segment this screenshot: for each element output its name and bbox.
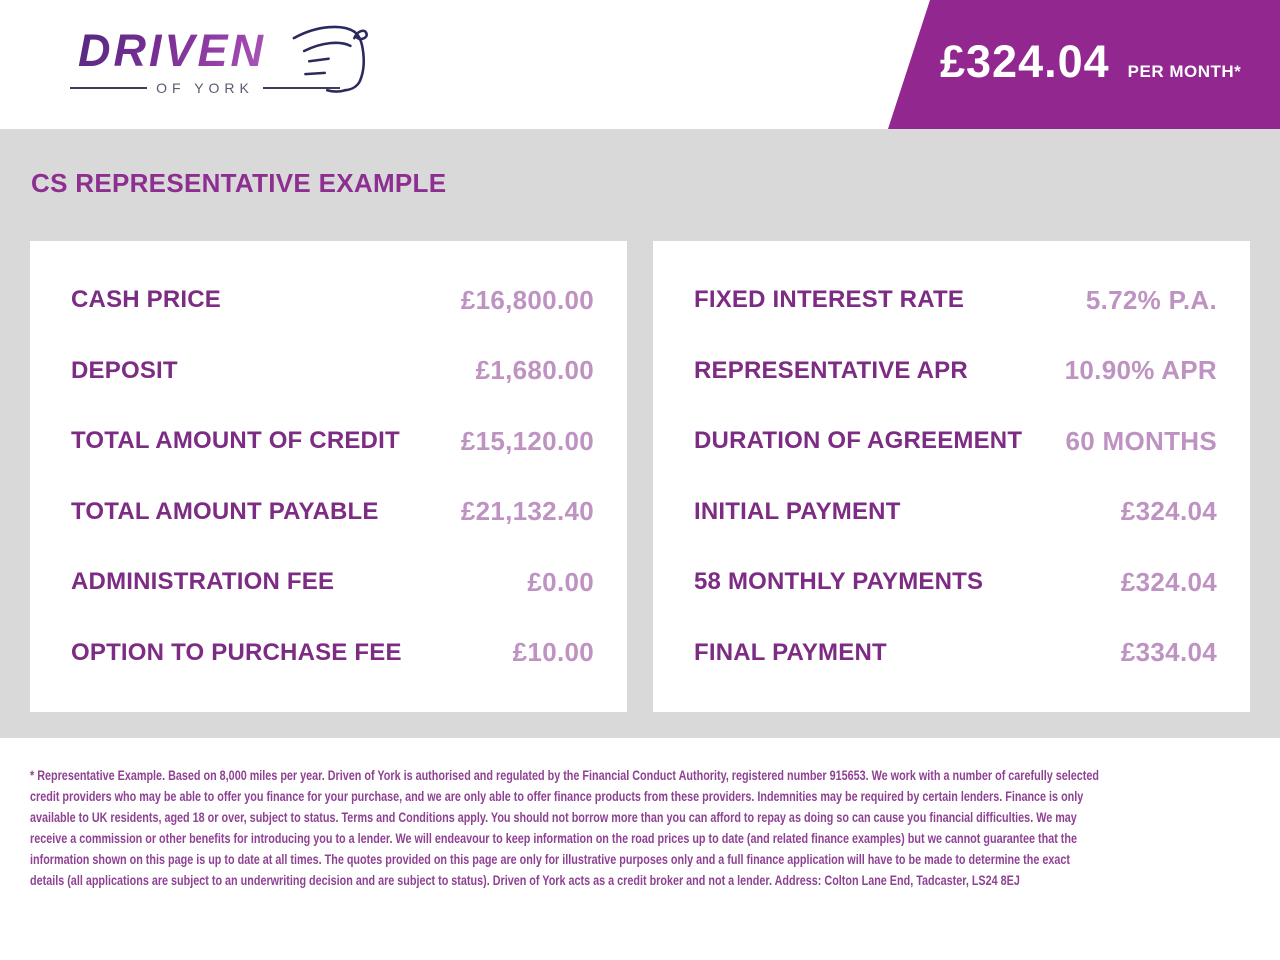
finance-label: TOTAL AMOUNT PAYABLE: [71, 497, 379, 525]
disclaimer: * Representative Example. Based on 8,000…: [30, 765, 1099, 891]
disclaimer-line: credit providers who may be able to offe…: [30, 789, 1084, 804]
divider-line: [70, 87, 148, 89]
finance-value: £0.00: [527, 566, 594, 597]
finance-label: DEPOSIT: [71, 356, 178, 384]
dealer-logo-tagline-row: OF YORK: [70, 80, 341, 96]
finance-value: £324.04: [1120, 566, 1217, 597]
finance-row: REPRESENTATIVE APR 10.90% APR: [694, 336, 1217, 407]
finance-label: OPTION TO PURCHASE FEE: [71, 638, 402, 666]
monthly-price-banner: £324.04 PER MONTH*: [888, 0, 1280, 129]
finance-value: £16,800.00: [460, 284, 594, 315]
disclaimer-line: * Representative Example. Based on 8,000…: [30, 768, 1099, 783]
finance-value: £10.00: [512, 637, 594, 668]
car-logo-icon: [292, 25, 368, 93]
finance-row: INITIAL PAYMENT £324.04: [694, 477, 1217, 548]
finance-label: FIXED INTEREST RATE: [694, 286, 965, 314]
finance-value: £21,132.40: [460, 496, 594, 527]
finance-value: £15,120.00: [460, 425, 594, 456]
disclaimer-line: information shown on this page is up to …: [30, 852, 1070, 867]
disclaimer-line: available to UK residents, aged 18 or ov…: [30, 810, 1077, 825]
finance-label: TOTAL AMOUNT OF CREDIT: [71, 427, 400, 455]
finance-label: 58 MONTHLY PAYMENTS: [694, 568, 984, 596]
finance-value: 60 MONTHS: [1065, 425, 1217, 456]
finance-value: £324.04: [1120, 496, 1217, 527]
header: DRIVEN OF YORK £324.04 PER MONTH*: [0, 0, 1280, 129]
finance-row: FIXED INTEREST RATE 5.72% P.A.: [694, 265, 1217, 336]
finance-panel-right: FIXED INTEREST RATE 5.72% P.A. REPRESENT…: [653, 241, 1250, 712]
finance-label: CASH PRICE: [71, 286, 222, 314]
monthly-price-banner-content: £324.04 PER MONTH*: [940, 35, 1241, 87]
finance-value: 5.72% P.A.: [1085, 284, 1217, 315]
finance-label: INITIAL PAYMENT: [694, 497, 901, 525]
finance-value: £334.04: [1120, 637, 1217, 668]
finance-label: REPRESENTATIVE APR: [694, 356, 968, 384]
monthly-price-suffix: PER MONTH*: [1127, 61, 1242, 81]
dealer-logo-tagline: OF YORK: [156, 80, 254, 96]
finance-row: OPTION TO PURCHASE FEE £10.00: [71, 618, 594, 689]
finance-label: FINAL PAYMENT: [694, 638, 887, 666]
page-title: CS REPRESENTATIVE EXAMPLE: [31, 168, 447, 198]
finance-row: FINAL PAYMENT £334.04: [694, 618, 1217, 689]
finance-example-section: CS REPRESENTATIVE EXAMPLE CASH PRICE £16…: [0, 129, 1280, 738]
finance-row: TOTAL AMOUNT OF CREDIT £15,120.00: [71, 406, 594, 477]
finance-row: TOTAL AMOUNT PAYABLE £21,132.40: [71, 477, 594, 548]
finance-panels: CASH PRICE £16,800.00 DEPOSIT £1,680.00 …: [30, 241, 1250, 712]
dealer-logo-wordmark: DRIVEN: [78, 25, 267, 76]
disclaimer-line: receive a commission or other benefits f…: [30, 831, 1077, 846]
finance-value: £1,680.00: [475, 355, 594, 386]
monthly-price: £324.04: [940, 35, 1110, 87]
finance-label: DURATION OF AGREEMENT: [694, 427, 1023, 455]
finance-row: 58 MONTHLY PAYMENTS £324.04: [694, 547, 1217, 618]
divider-line: [262, 87, 341, 89]
dealer-logo: DRIVEN OF YORK: [68, 18, 378, 113]
finance-row: ADMINISTRATION FEE £0.00: [71, 547, 594, 618]
disclaimer-line: details (all applications are subject to…: [30, 873, 1020, 888]
finance-row: CASH PRICE £16,800.00: [71, 265, 594, 336]
finance-row: DEPOSIT £1,680.00: [71, 336, 594, 407]
finance-label: ADMINISTRATION FEE: [71, 568, 335, 596]
finance-value: 10.90% APR: [1064, 355, 1217, 386]
finance-row: DURATION OF AGREEMENT 60 MONTHS: [694, 406, 1217, 477]
finance-panel-left: CASH PRICE £16,800.00 DEPOSIT £1,680.00 …: [30, 241, 627, 712]
